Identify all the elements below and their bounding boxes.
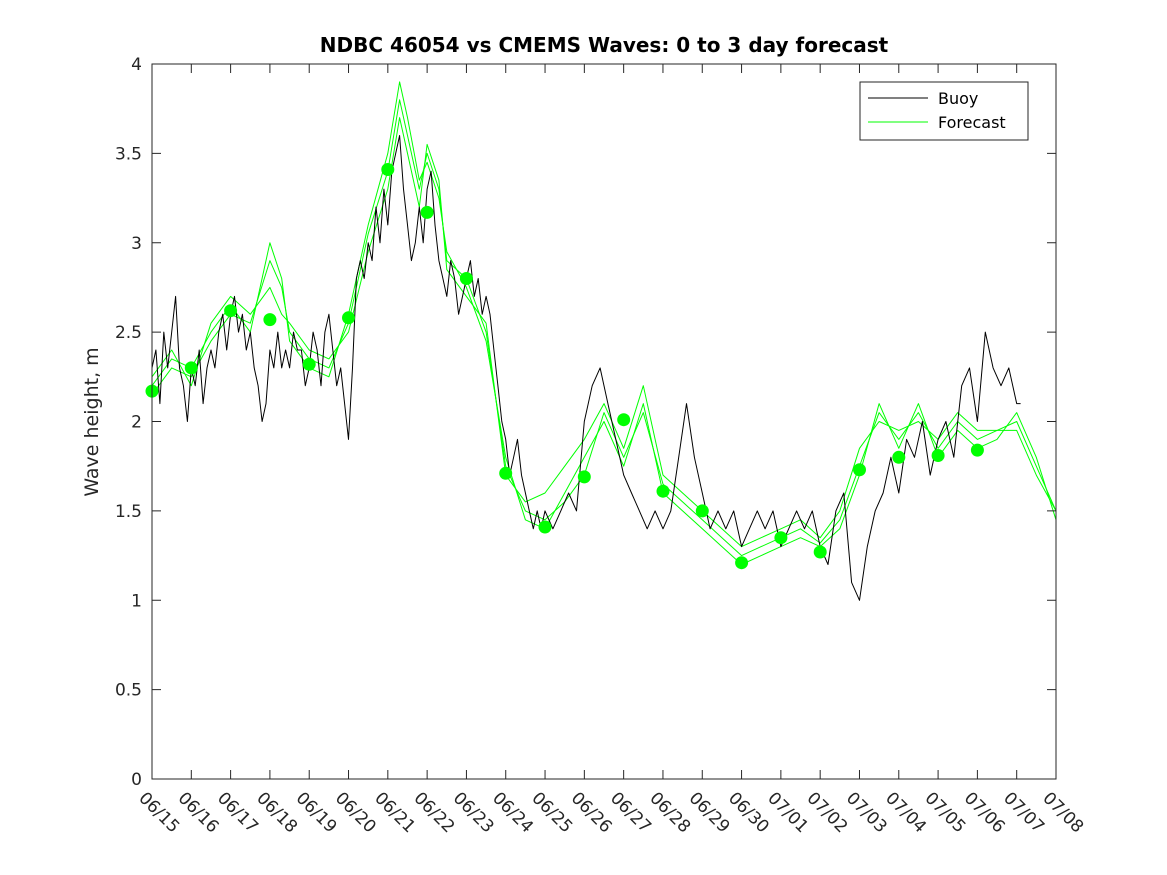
forecast-marker: [499, 466, 513, 480]
y-tick-label: 4: [131, 55, 142, 75]
legend-buoy-label: Buoy: [938, 89, 978, 108]
forecast-marker: [420, 205, 434, 219]
plot-frame: [151, 63, 1057, 780]
legend-box: [859, 81, 1029, 141]
forecast-marker: [302, 357, 316, 371]
y-tick-label: 3.5: [115, 144, 142, 164]
forecast-marker: [774, 531, 788, 545]
forecast-marker: [577, 470, 591, 484]
forecast-marker: [813, 545, 827, 559]
forecast-marker: [381, 163, 395, 176]
forecast-marker: [342, 311, 355, 325]
forecast-marker: [224, 304, 238, 318]
forecast-marker: [931, 449, 945, 462]
legend-forecast-label: Forecast: [938, 113, 1006, 132]
forecast-marker: [459, 272, 473, 285]
forecast-series-line-2: [151, 81, 1057, 565]
y-axis-label: Wave height, m: [81, 347, 103, 496]
forecast-marker: [263, 313, 277, 327]
forecast-marker: [617, 413, 631, 427]
y-tick-label: 2: [131, 413, 142, 433]
forecast-marker: [184, 361, 198, 375]
forecast-marker: [538, 520, 552, 534]
forecast-marker: [892, 450, 906, 464]
y-tick-label: 1: [131, 591, 142, 611]
forecast-marker: [970, 443, 984, 457]
plot-area: [145, 81, 1057, 601]
y-tick-label: 0.5: [115, 681, 142, 701]
forecast-marker: [735, 556, 749, 570]
buoy-series-line: [151, 135, 1021, 601]
y-tick-label: 3: [131, 234, 142, 254]
forecast-marker: [853, 463, 866, 477]
legend: Buoy Forecast: [859, 81, 1029, 141]
forecast-marker: [656, 484, 670, 498]
y-tick-label: 2.5: [115, 323, 142, 343]
y-tick-label: 1.5: [115, 502, 142, 522]
forecast-series-line-3: [151, 117, 1057, 548]
chart-title: NDBC 46054 vs CMEMS Waves: 0 to 3 day fo…: [320, 33, 889, 57]
forecast-marker: [695, 504, 709, 518]
y-tick-label: 0: [131, 770, 142, 790]
